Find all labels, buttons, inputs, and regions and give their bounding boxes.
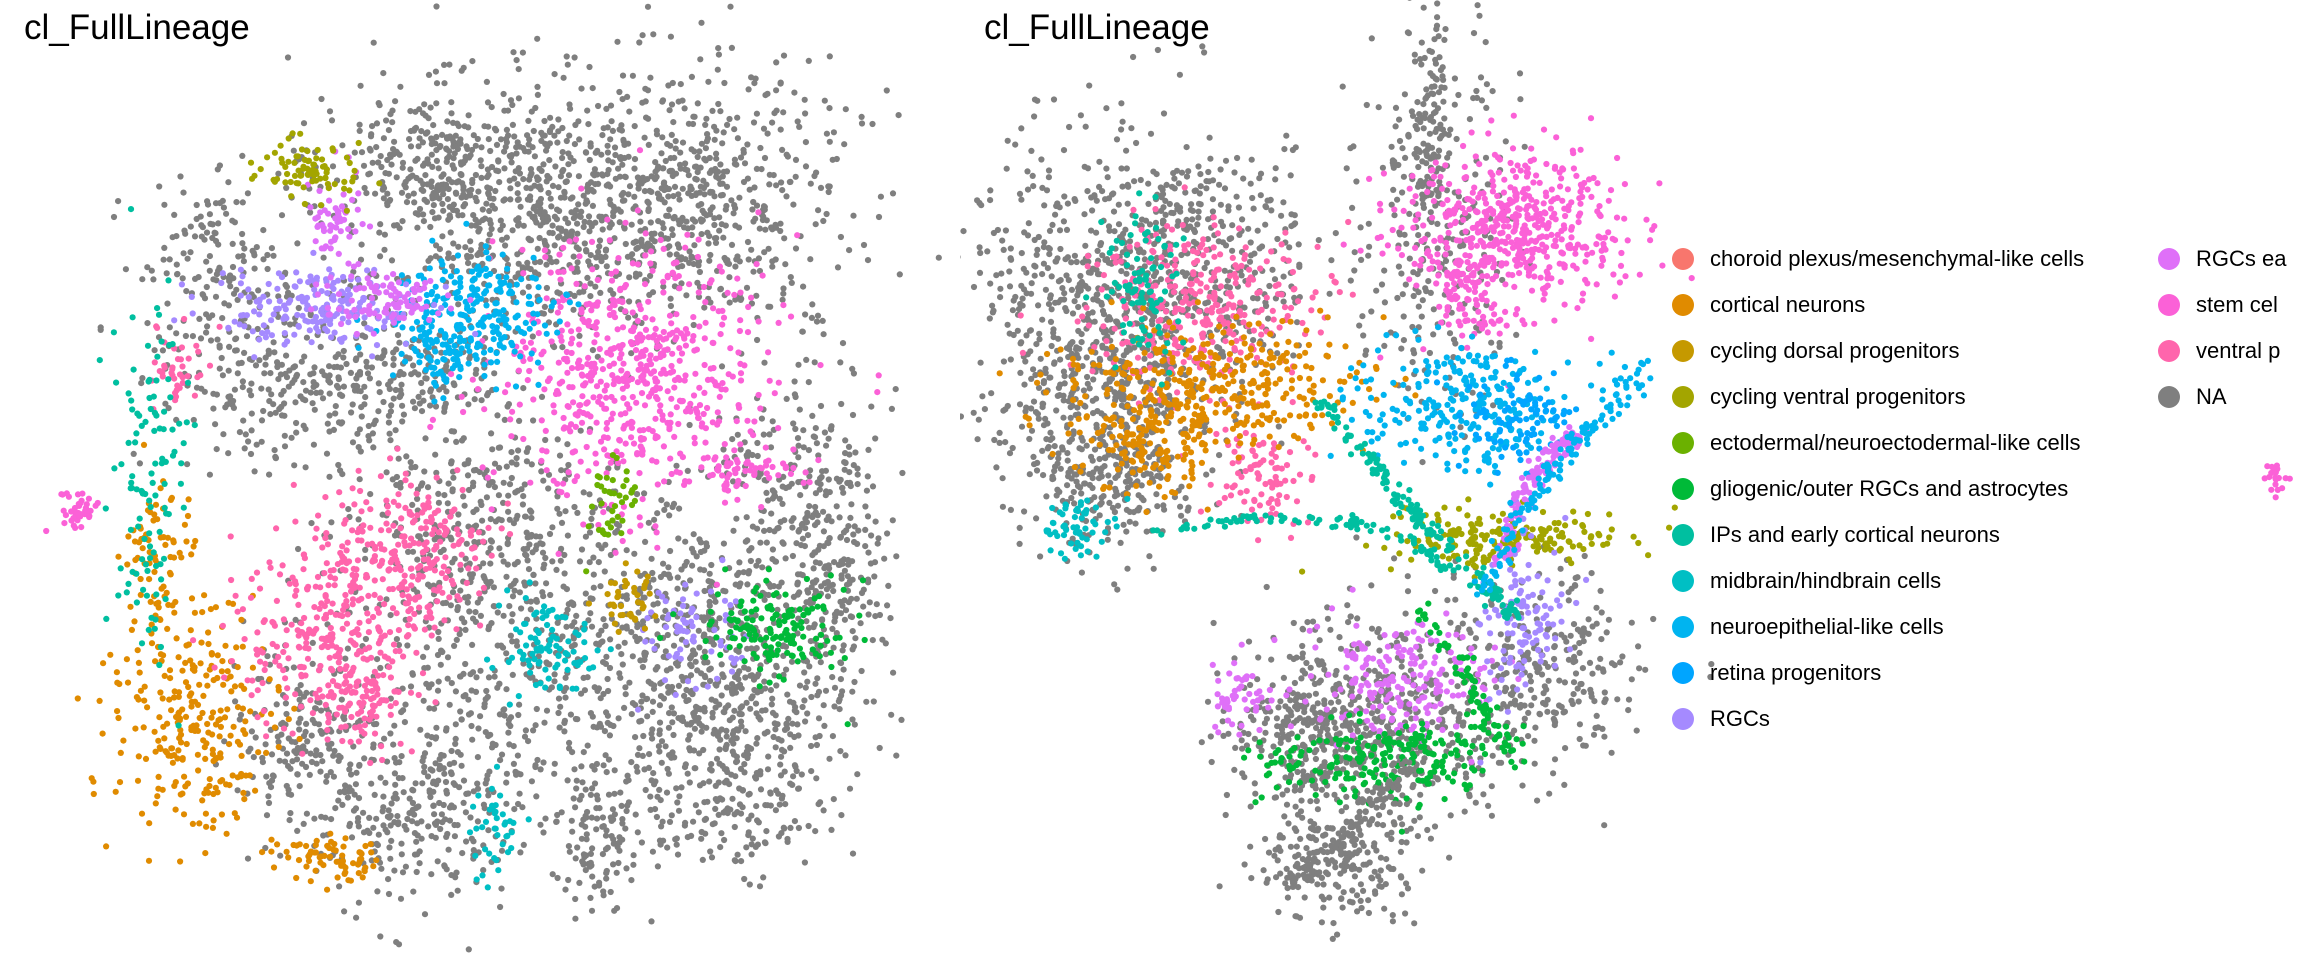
legend-swatch bbox=[1672, 662, 1694, 684]
legend-label: stem cel bbox=[2196, 292, 2278, 317]
legend-item: ventral p bbox=[2158, 328, 2280, 374]
legend-item: NA bbox=[2158, 374, 2227, 420]
legend-swatch bbox=[2158, 340, 2180, 362]
legend-label: neuroepithelial-like cells bbox=[1710, 614, 1944, 639]
legend-item: gliogenic/outer RGCs and astrocytes bbox=[1672, 466, 2068, 512]
legend-item: midbrain/hindbrain cells bbox=[1672, 558, 1941, 604]
legend-item: RGCs bbox=[1672, 696, 1770, 742]
legend-label: ectodermal/neuroectodermal-like cells bbox=[1710, 430, 2081, 455]
legend-item: RGCs ea bbox=[2158, 236, 2286, 282]
point-trajectory bbox=[1312, 398, 1522, 622]
umap-scatter bbox=[960, 0, 2293, 943]
point-trajectory bbox=[1284, 758, 1417, 887]
legend-swatch bbox=[2158, 248, 2180, 270]
legend-label: RGCs ea bbox=[2196, 246, 2287, 271]
legend-item: cycling dorsal progenitors bbox=[1672, 328, 1959, 374]
point-cloud bbox=[43, 3, 942, 953]
legend-swatch bbox=[1672, 340, 1694, 362]
legend-swatch bbox=[1672, 708, 1694, 730]
legend-swatch bbox=[1672, 294, 1694, 316]
legend-label: gliogenic/outer RGCs and astrocytes bbox=[1710, 476, 2069, 501]
tsne-scatter bbox=[43, 3, 942, 953]
legend-label: midbrain/hindbrain cells bbox=[1710, 568, 1942, 593]
point-trajectory bbox=[1150, 511, 1454, 574]
legend-label: cortical neurons bbox=[1710, 292, 1866, 317]
legend-swatch bbox=[1672, 248, 1694, 270]
legend: choroid plexus/mesenchymal-like cells cor… bbox=[1672, 236, 2304, 756]
legend-swatch bbox=[1672, 524, 1694, 546]
legend-label: RGCs bbox=[1710, 706, 1770, 731]
tsne-panel: cl_FullLineage bbox=[0, 0, 960, 960]
legend-label: cycling dorsal progenitors bbox=[1710, 338, 1960, 363]
point-trajectory bbox=[1415, 600, 1520, 771]
legend-item: ectodermal/neuroectodermal-like cells bbox=[1672, 420, 2081, 466]
right-plot-title: cl_FullLineage bbox=[984, 8, 1210, 47]
left-plot-title: cl_FullLineage bbox=[24, 8, 250, 47]
legend-swatch bbox=[2158, 294, 2180, 316]
legend-label: choroid plexus/mesenchymal-like cells bbox=[1710, 246, 2085, 271]
umap-panel: cl_FullLineage bbox=[960, 0, 2304, 960]
legend-label: cycling ventral progenitors bbox=[1710, 384, 1966, 409]
legend-swatch bbox=[1672, 570, 1694, 592]
legend-label: IPs and early cortical neurons bbox=[1710, 522, 2000, 547]
legend-swatch bbox=[1672, 478, 1694, 500]
legend-swatch bbox=[1672, 386, 1694, 408]
legend-item: neuroepithelial-like cells bbox=[1672, 604, 1944, 650]
legend-item: cycling ventral progenitors bbox=[1672, 374, 1966, 420]
legend-item: retina progenitors bbox=[1672, 650, 1881, 696]
legend-label: retina progenitors bbox=[1710, 660, 1882, 685]
legend-item: IPs and early cortical neurons bbox=[1672, 512, 2000, 558]
legend-label: NA bbox=[2196, 384, 2227, 409]
legend-swatch bbox=[1672, 432, 1694, 454]
legend-item: choroid plexus/mesenchymal-like cells bbox=[1672, 236, 2084, 282]
legend-swatch bbox=[1672, 616, 1694, 638]
legend-label: ventral p bbox=[2196, 338, 2281, 363]
legend-swatch bbox=[2158, 386, 2180, 408]
legend-item: stem cel bbox=[2158, 282, 2278, 328]
legend-item: cortical neurons bbox=[1672, 282, 1865, 328]
point-trajectory bbox=[1471, 357, 1654, 598]
